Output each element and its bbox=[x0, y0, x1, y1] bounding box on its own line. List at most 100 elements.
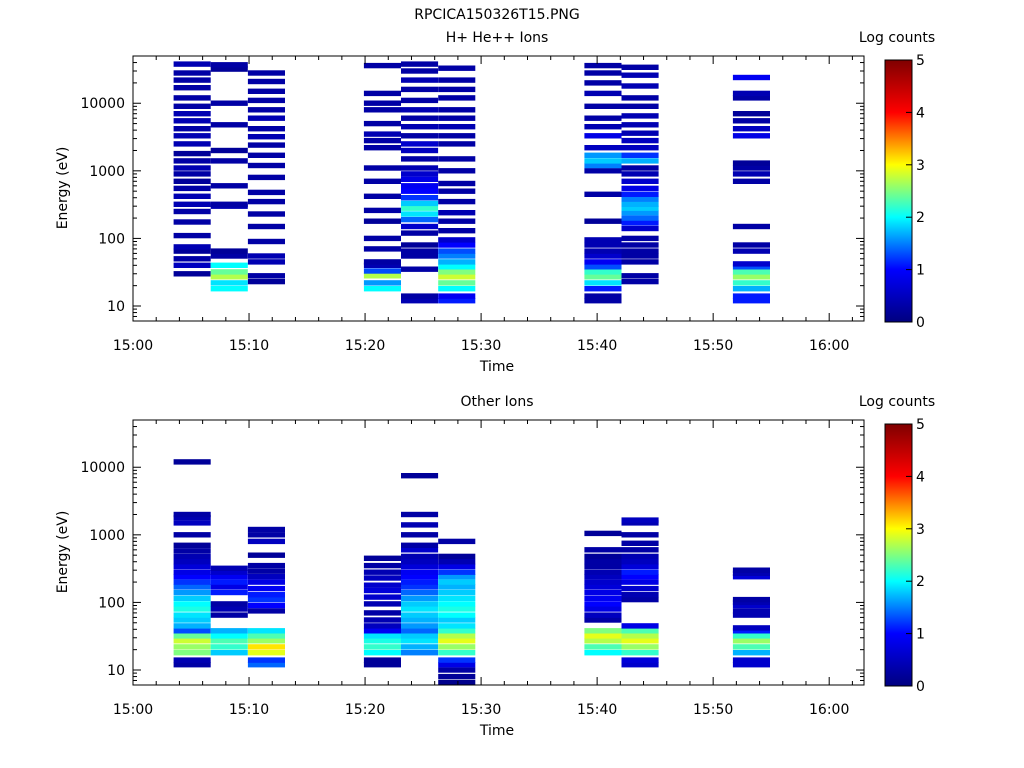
x-tick-label: 15:20 bbox=[345, 338, 385, 354]
spectrogram-cell bbox=[732, 74, 770, 81]
spectrogram-cell bbox=[173, 601, 211, 607]
spectrogram-cell bbox=[438, 606, 476, 612]
spectrogram-cell bbox=[732, 602, 770, 609]
spectrogram-cell bbox=[173, 158, 211, 164]
spectrogram-cell bbox=[173, 532, 211, 538]
figure-title: RPCICA150326T15.PNG bbox=[414, 7, 579, 23]
spectrogram-cell bbox=[401, 628, 439, 634]
spectrogram-cell bbox=[173, 617, 211, 623]
spectrogram-cell bbox=[438, 563, 476, 570]
spectrogram-cell bbox=[210, 158, 248, 164]
x-tick-label: 15:10 bbox=[229, 338, 269, 354]
spectrogram-cell bbox=[584, 595, 622, 601]
x-tick-label: 15:00 bbox=[113, 338, 153, 354]
spectrogram-cell bbox=[363, 644, 401, 650]
spectrogram-cell bbox=[438, 553, 476, 560]
y-tick-label: 100 bbox=[98, 595, 125, 611]
spectrogram-cell bbox=[247, 526, 285, 533]
spectrogram-cell bbox=[247, 585, 285, 592]
spectrogram-cell bbox=[584, 80, 622, 86]
spectrogram-cell bbox=[621, 158, 659, 164]
spectrogram-cell bbox=[732, 638, 770, 644]
spectrogram-cell bbox=[621, 165, 659, 171]
spectrogram-cell bbox=[173, 644, 211, 650]
colorbar-tick-label: 2 bbox=[916, 574, 925, 590]
spectrogram-cell bbox=[210, 584, 248, 590]
spectrogram-cell bbox=[621, 259, 659, 265]
spectrogram-cell bbox=[363, 628, 401, 634]
spectrogram-cell bbox=[247, 223, 285, 230]
spectrogram-cell bbox=[173, 271, 211, 277]
spectrogram-cell bbox=[401, 579, 439, 585]
spectrogram-cell bbox=[173, 542, 211, 548]
spectrogram-cell bbox=[210, 201, 248, 207]
spectrogram-cell bbox=[621, 201, 659, 207]
spectrogram-cell bbox=[621, 253, 659, 259]
spectrogram-cell bbox=[732, 650, 770, 656]
spectrogram-cell bbox=[363, 594, 401, 600]
spectrogram-cell bbox=[732, 269, 770, 275]
spectrogram-cell bbox=[621, 559, 659, 565]
spectrogram-cell bbox=[438, 589, 476, 596]
spectrogram-cell bbox=[173, 208, 211, 215]
spectrogram-cell bbox=[173, 548, 211, 554]
spectrogram-cell bbox=[173, 118, 211, 124]
spectrogram-cell bbox=[732, 242, 770, 248]
spectrogram-cell bbox=[438, 141, 476, 147]
spectrogram-cell bbox=[401, 223, 439, 230]
spectrogram-cell bbox=[584, 237, 622, 243]
spectrogram-cell bbox=[584, 218, 622, 224]
spectrogram-cell bbox=[173, 650, 211, 656]
spectrogram-cell bbox=[621, 196, 659, 202]
spectrogram-cell bbox=[401, 97, 439, 104]
x-tick-label: 15:30 bbox=[461, 702, 501, 718]
spectrogram-cell bbox=[210, 183, 248, 189]
spectrogram-cell bbox=[621, 278, 659, 285]
spectrogram-cell bbox=[210, 280, 248, 286]
colorbar-label: Log counts bbox=[859, 30, 935, 46]
axes: 15:00 15:10 15:20 15:30 15:40 15:50 16:00 10 100… bbox=[80, 55, 864, 354]
spectrogram-cell bbox=[173, 633, 211, 639]
spectrogram-cell bbox=[247, 253, 285, 259]
spectrogram-cell bbox=[621, 178, 659, 184]
spectrogram-cell bbox=[584, 650, 622, 656]
spectrogram-cells bbox=[173, 459, 770, 686]
spectrogram-cell bbox=[363, 286, 401, 292]
colorbar: 0 1 2 3 4 5 bbox=[884, 53, 925, 331]
spectrogram-cell bbox=[173, 165, 211, 171]
spectrogram-cell bbox=[247, 608, 285, 614]
colorbar-label: Log counts bbox=[859, 394, 935, 410]
spectrogram-cell bbox=[173, 584, 211, 590]
spectrogram-cell bbox=[247, 628, 285, 634]
spectrogram-cell bbox=[732, 625, 770, 631]
spectrogram-cell bbox=[621, 540, 659, 546]
spectrogram-cell bbox=[247, 662, 285, 668]
x-tick-label: 15:40 bbox=[577, 338, 617, 354]
spectrogram-cell bbox=[584, 264, 622, 270]
spectrogram-cell bbox=[438, 218, 476, 224]
spectrogram-cell bbox=[438, 650, 476, 656]
spectrogram-cell bbox=[438, 86, 476, 93]
spectrogram-cell bbox=[363, 193, 401, 199]
spectrogram-cell bbox=[401, 230, 439, 236]
spectrogram-cell bbox=[210, 644, 248, 650]
spectrogram-cell bbox=[247, 238, 285, 245]
spectrogram-cell bbox=[621, 520, 659, 526]
spectrogram-cell bbox=[363, 90, 401, 97]
spectrogram-cell bbox=[438, 242, 476, 248]
y-tick-label: 1000 bbox=[89, 528, 125, 544]
spectrogram-cell bbox=[401, 638, 439, 644]
spectrogram-cell bbox=[173, 606, 211, 612]
spectrogram-cell bbox=[210, 66, 248, 72]
spectrogram-cell bbox=[363, 131, 401, 137]
colorbar-gradient bbox=[884, 59, 913, 323]
spectrogram-cell bbox=[247, 152, 285, 158]
spectrogram-cell bbox=[210, 248, 248, 254]
spectrogram-cell bbox=[401, 156, 439, 162]
spectrogram-cell bbox=[438, 280, 476, 286]
spectrogram-cell bbox=[210, 612, 248, 618]
spectrogram-cell bbox=[363, 623, 401, 629]
spectrogram-cell bbox=[732, 286, 770, 292]
spectrogram-cell bbox=[247, 259, 285, 265]
spectrogram-cell bbox=[401, 86, 439, 93]
